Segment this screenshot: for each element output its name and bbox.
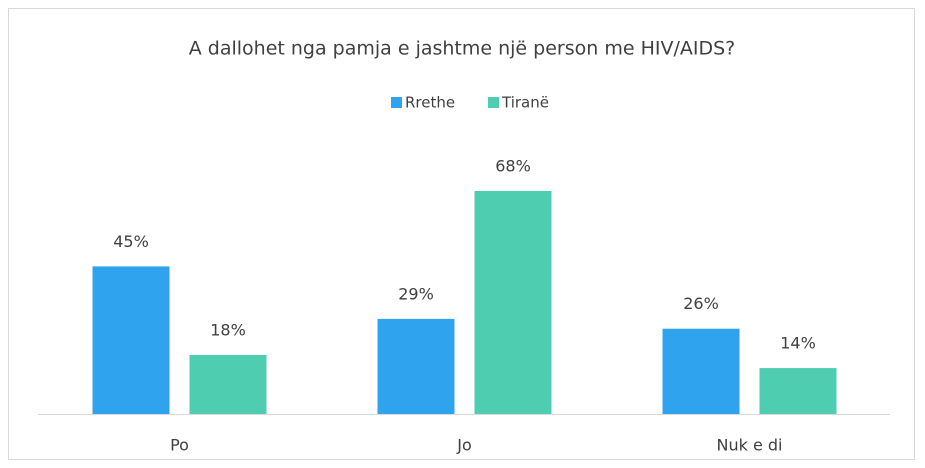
bar (92, 266, 170, 414)
value-label: 68% (495, 156, 531, 175)
value-label: 14% (780, 334, 816, 353)
x-tick-label: Po (170, 436, 189, 455)
value-label: 45% (113, 232, 149, 251)
value-label: 18% (210, 320, 246, 339)
bar (662, 328, 740, 414)
bar (759, 368, 837, 414)
bar (377, 318, 455, 414)
x-tick-label: Nuk e di (717, 436, 783, 455)
chart-title: A dallohet nga pamja e jashtme një perso… (189, 38, 736, 60)
legend-label: Tiranë (501, 94, 549, 112)
legend-swatch (488, 97, 499, 108)
bar (474, 190, 552, 414)
bar (189, 354, 267, 414)
legend-swatch (391, 97, 402, 108)
x-tick-label: Jo (456, 436, 472, 455)
value-label: 26% (683, 294, 719, 313)
legend-label: Rrethe (405, 94, 455, 112)
value-label: 29% (398, 284, 434, 303)
